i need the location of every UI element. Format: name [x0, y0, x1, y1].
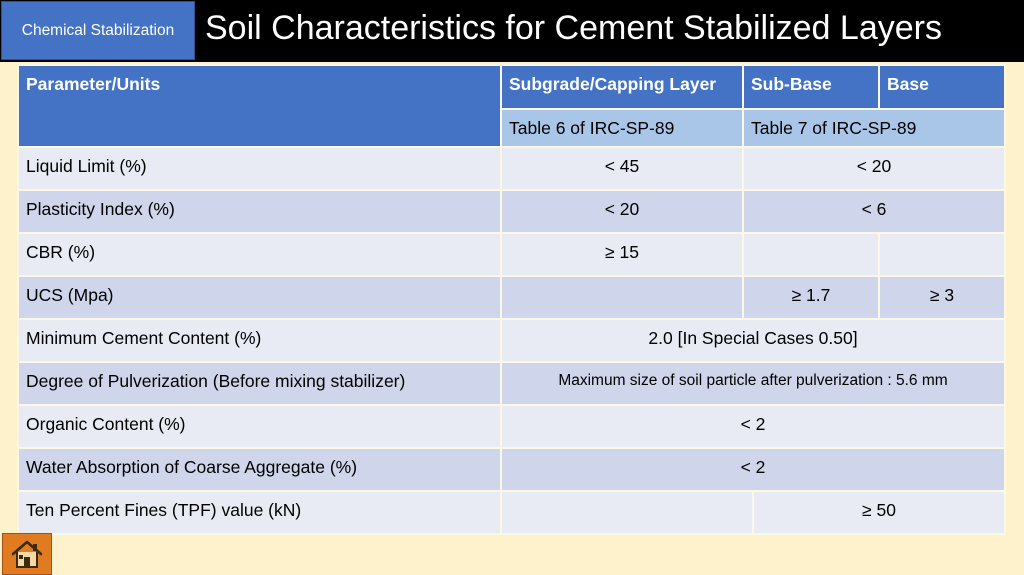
- row-all: < 2: [500, 447, 1006, 492]
- row-subbase: ≥ 1.7: [742, 275, 880, 320]
- table-row: Degree of Pulverization (Before mixing s…: [17, 361, 1006, 406]
- ref-subgrade: Table 6 of IRC-SP-89: [500, 108, 744, 148]
- row-base: [878, 232, 1006, 277]
- row-all: Maximum size of soil particle after pulv…: [500, 361, 1006, 406]
- home-icon: [11, 540, 43, 568]
- row-param: Plasticity Index (%): [17, 189, 502, 234]
- header-bar: Chemical Stabilization Soil Characterist…: [0, 0, 1024, 62]
- table-row: Organic Content (%) < 2: [17, 404, 1006, 449]
- row-all: 2.0 [In Special Cases 0.50]: [500, 318, 1006, 363]
- row-param: Liquid Limit (%): [17, 146, 502, 191]
- row-param: CBR (%): [17, 232, 502, 277]
- row-subgrade: [500, 275, 744, 320]
- row-subgrade: ≥ 15: [500, 232, 744, 277]
- row-all: < 2: [500, 404, 1006, 449]
- table-row: Plasticity Index (%) < 20 < 6: [17, 189, 1006, 234]
- row-param: Organic Content (%): [17, 404, 502, 449]
- row-param: Water Absorption of Coarse Aggregate (%): [17, 447, 502, 492]
- header-parameter: Parameter/Units: [17, 64, 502, 148]
- row-subbase-base: ≥ 50: [752, 490, 1006, 535]
- table-row: UCS (Mpa) ≥ 1.7 ≥ 3: [17, 275, 1006, 320]
- table-row: Ten Percent Fines (TPF) value (kN) ≥ 50: [17, 490, 1006, 535]
- row-subbase-base: < 20: [742, 146, 1006, 191]
- table-row: Liquid Limit (%) < 45 < 20: [17, 146, 1006, 191]
- header-subgrade: Subgrade/Capping Layer: [500, 64, 744, 110]
- page-title: Soil Characteristics for Cement Stabiliz…: [205, 9, 942, 47]
- table-row: Minimum Cement Content (%) 2.0 [In Speci…: [17, 318, 1006, 363]
- row-subgrade: < 45: [500, 146, 744, 191]
- row-param: Minimum Cement Content (%): [17, 318, 502, 363]
- row-param: UCS (Mpa): [17, 275, 502, 320]
- home-button[interactable]: [2, 533, 52, 575]
- ref-subbase-base: Table 7 of IRC-SP-89: [742, 108, 1006, 148]
- soil-characteristics-table: Parameter/Units Subgrade/Capping Layer S…: [17, 64, 1006, 535]
- row-param: Degree of Pulverization (Before mixing s…: [17, 361, 502, 406]
- section-tag: Chemical Stabilization: [1, 1, 195, 60]
- row-subbase: [742, 232, 880, 277]
- row-subgrade: [500, 490, 754, 535]
- header-subbase: Sub-Base: [742, 64, 880, 110]
- row-subgrade: < 20: [500, 189, 744, 234]
- table-row: Water Absorption of Coarse Aggregate (%)…: [17, 447, 1006, 492]
- row-subbase-base: < 6: [742, 189, 1006, 234]
- table-row: CBR (%) ≥ 15: [17, 232, 1006, 277]
- header-base: Base: [878, 64, 1006, 110]
- row-param: Ten Percent Fines (TPF) value (kN): [17, 490, 502, 535]
- row-base: ≥ 3: [878, 275, 1006, 320]
